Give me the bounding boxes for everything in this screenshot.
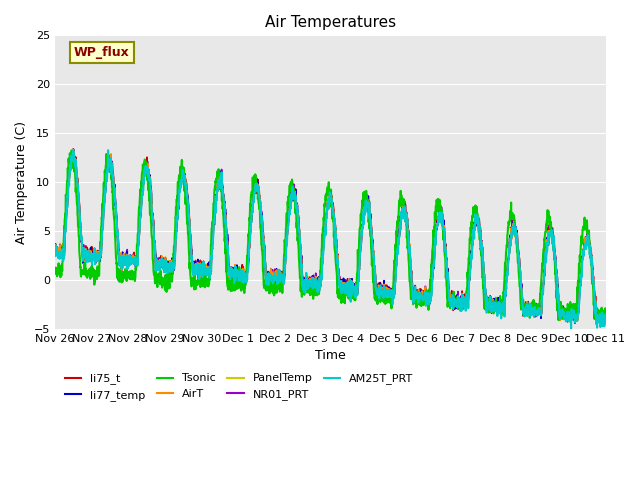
Title: Air Temperatures: Air Temperatures: [264, 15, 396, 30]
X-axis label: Time: Time: [315, 349, 346, 362]
Legend: li75_t, li77_temp, Tsonic, AirT, PanelTemp, NR01_PRT, AM25T_PRT: li75_t, li77_temp, Tsonic, AirT, PanelTe…: [60, 369, 418, 405]
Text: WP_flux: WP_flux: [74, 46, 130, 59]
Y-axis label: Air Temperature (C): Air Temperature (C): [15, 120, 28, 243]
